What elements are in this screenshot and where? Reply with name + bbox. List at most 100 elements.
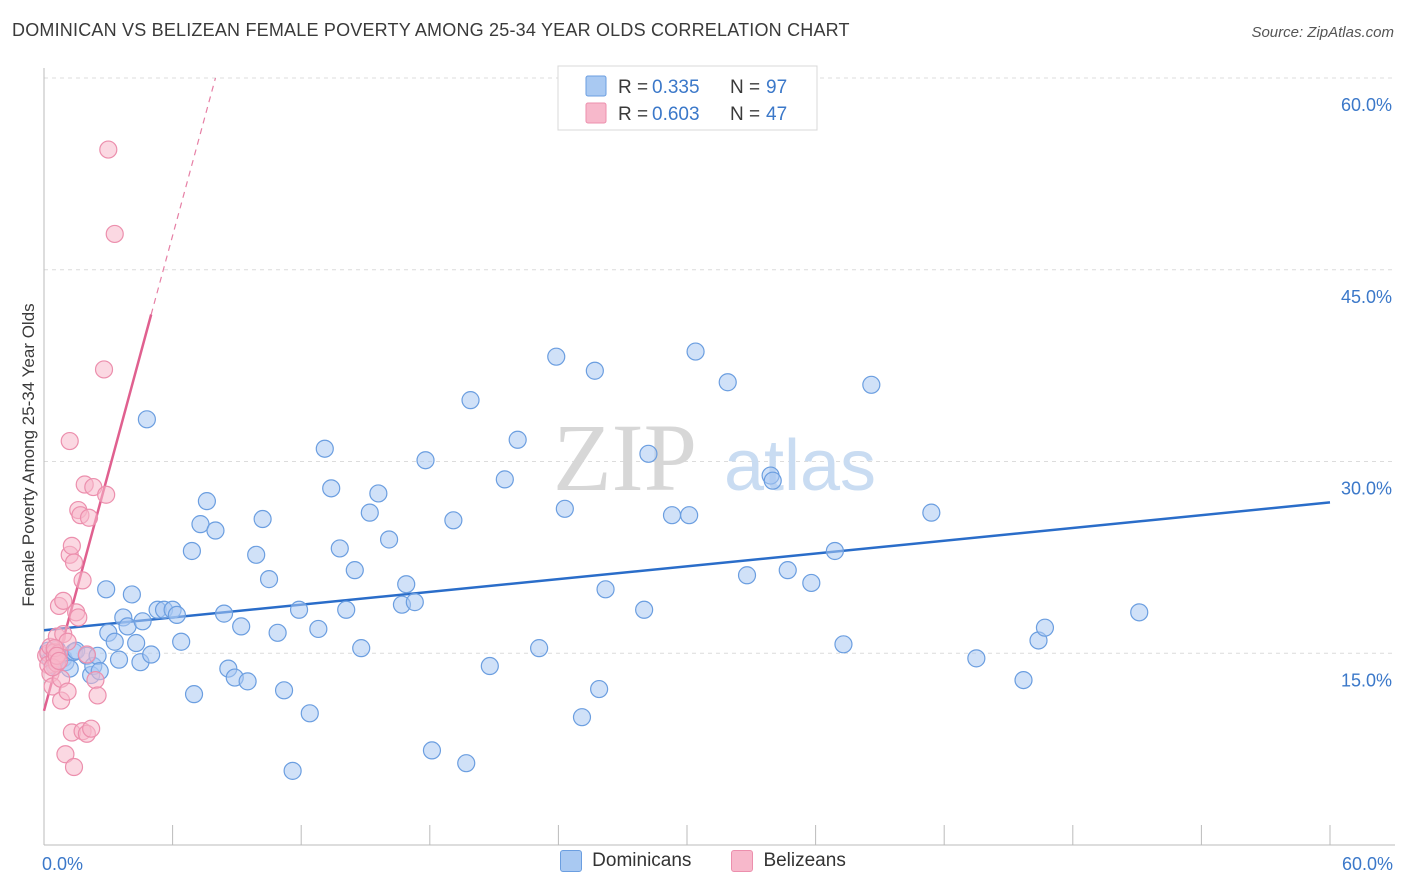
point-dominicans-25 <box>133 612 152 631</box>
point-belizeans-18 <box>58 682 77 701</box>
point-dominicans-47 <box>274 681 294 700</box>
point-dominicans-27 <box>142 645 161 664</box>
point-dominicans-50 <box>300 704 319 723</box>
point-dominicans-84 <box>718 373 737 392</box>
y-tick-label-1: 30.0% <box>1341 479 1392 499</box>
point-dominicans-88 <box>778 561 797 580</box>
chart-title: DOMINICAN VS BELIZEAN FEMALE POVERTY AMO… <box>12 20 850 40</box>
point-dominicans-75 <box>572 708 592 727</box>
watermark: ZIP atlas <box>553 404 876 511</box>
point-dominicans-89 <box>802 573 821 593</box>
point-dominicans-55 <box>337 600 356 619</box>
point-belizeans-39 <box>94 360 114 379</box>
point-dominicans-62 <box>397 575 416 594</box>
point-dominicans-41 <box>232 617 251 636</box>
point-dominicans-68 <box>461 391 480 410</box>
point-dominicans-71 <box>508 430 527 449</box>
point-dominicans-72 <box>530 639 549 658</box>
point-dominicans-97 <box>1035 618 1055 637</box>
point-dominicans-18 <box>105 632 124 651</box>
point-dominicans-78 <box>596 580 615 599</box>
axes <box>43 68 1395 846</box>
point-belizeans-23 <box>64 757 84 777</box>
series-legend: Dominicans Belizeans <box>0 850 1406 872</box>
point-dominicans-60 <box>379 530 399 549</box>
point-dominicans-81 <box>662 506 682 525</box>
point-dominicans-70 <box>495 470 514 489</box>
point-dominicans-33 <box>182 541 201 561</box>
point-dominicans-26 <box>137 410 156 429</box>
legend-n-label-2: N = <box>730 104 760 125</box>
point-belizeans-38 <box>88 686 107 705</box>
legend-r-value-2: 0.603 <box>652 104 700 125</box>
point-dominicans-32 <box>172 632 191 651</box>
y-axis-title: Female Poverty Among 25-34 Year Olds <box>19 303 38 606</box>
point-belizeans-24 <box>64 553 84 572</box>
point-dominicans-43 <box>247 545 266 564</box>
point-belizeans-40 <box>97 485 116 504</box>
point-belizeans-34 <box>79 508 99 527</box>
point-dominicans-63 <box>405 593 424 612</box>
point-dominicans-69 <box>480 656 499 676</box>
watermark-zip: ZIP <box>553 404 697 511</box>
point-belizeans-16 <box>56 745 75 764</box>
point-dominicans-54 <box>330 539 349 558</box>
trendline-dominicans <box>43 501 1331 632</box>
point-belizeans-14 <box>54 591 73 610</box>
point-dominicans-80 <box>639 444 658 463</box>
point-dominicans-83 <box>686 342 705 361</box>
point-dominicans-53 <box>322 479 341 498</box>
point-dominicans-23 <box>127 633 146 653</box>
legend-n-value-2: 47 <box>766 104 787 125</box>
correlation-legend: R = 0.335 N = 97 R = 0.603 N = 47 <box>557 65 818 131</box>
point-dominicans-57 <box>352 639 371 658</box>
point-dominicans-36 <box>197 492 216 511</box>
point-dominicans-91 <box>834 635 853 654</box>
point-dominicans-31 <box>167 605 186 625</box>
legend-swatch-belizeans <box>585 102 607 124</box>
point-belizeans-37 <box>86 670 105 690</box>
point-dominicans-98 <box>1130 603 1149 622</box>
point-dominicans-85 <box>737 566 757 585</box>
point-dominicans-48 <box>283 761 302 780</box>
point-dominicans-42 <box>238 672 257 691</box>
y-tick-label-2: 45.0% <box>1341 287 1392 307</box>
point-dominicans-73 <box>547 347 566 366</box>
tick-labels: 15.0% 30.0% 45.0% 60.0% 0.0% 60.0% <box>42 95 1393 874</box>
point-belizeans-46 <box>49 651 69 671</box>
trendline-belizeans-extension <box>150 77 217 315</box>
point-dominicans-90 <box>825 541 844 561</box>
point-dominicans-95 <box>1014 670 1033 690</box>
point-belizeans-32 <box>77 645 96 664</box>
point-dominicans-22 <box>122 585 141 604</box>
point-dominicans-45 <box>259 570 279 589</box>
legend-label-dominicans: Dominicans <box>592 850 692 871</box>
point-belizeans-27 <box>69 608 88 627</box>
legend-r-value-1: 0.335 <box>652 77 700 98</box>
point-dominicans-93 <box>922 503 941 522</box>
point-dominicans-92 <box>862 375 881 394</box>
point-dominicans-35 <box>191 515 210 534</box>
data-points <box>37 140 1149 780</box>
point-dominicans-19 <box>109 650 129 669</box>
legend-r-label-2: R = <box>618 104 648 125</box>
point-belizeans-22 <box>62 536 81 555</box>
point-dominicans-67 <box>457 754 476 773</box>
point-dominicans-77 <box>590 679 609 699</box>
legend-label-belizeans: Belizeans <box>763 850 846 871</box>
point-dominicans-34 <box>184 685 204 704</box>
point-dominicans-65 <box>422 741 442 760</box>
point-dominicans-87 <box>763 471 782 490</box>
point-dominicans-64 <box>416 451 435 470</box>
point-belizeans-29 <box>73 571 92 590</box>
point-belizeans-42 <box>105 224 124 244</box>
legend-swatch-pink <box>731 850 754 872</box>
point-dominicans-49 <box>289 600 309 619</box>
y-tick-label-0: 15.0% <box>1341 670 1392 690</box>
point-dominicans-46 <box>268 623 287 642</box>
point-dominicans-44 <box>253 509 272 529</box>
point-dominicans-38 <box>214 604 234 623</box>
legend-n-label-1: N = <box>730 77 760 98</box>
point-belizeans-41 <box>99 140 118 159</box>
